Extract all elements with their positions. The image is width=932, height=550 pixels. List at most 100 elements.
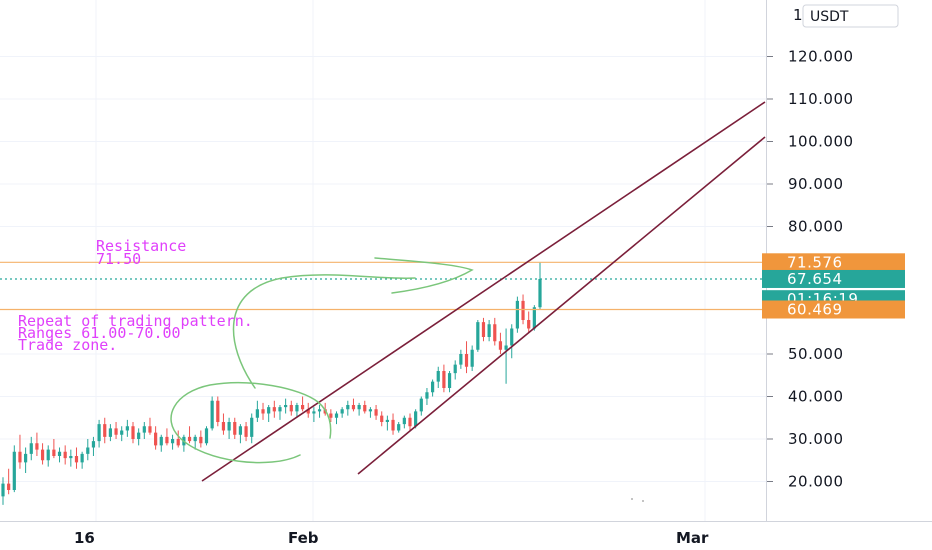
price-axis-ticks: 120.000 110.000 100.000 90.000 80.000 50.000 4… — [767, 48, 853, 491]
candle — [204, 426, 209, 446]
x-tick-16: 16 — [74, 529, 95, 547]
candle — [487, 320, 491, 342]
candle — [515, 296, 519, 333]
candle-body — [46, 449, 50, 461]
candle-body — [7, 483, 11, 490]
candle — [312, 407, 316, 422]
price-tag[interactable]: 67.654 — [762, 269, 905, 288]
candle-body — [165, 436, 169, 444]
candle-body — [323, 409, 327, 414]
y-tick-label: 30.000 — [788, 430, 844, 448]
candle — [170, 434, 175, 450]
drawing-arrow[interactable] — [232, 274, 416, 389]
candle — [210, 396, 214, 431]
candle — [255, 400, 259, 422]
candle-body — [199, 436, 203, 444]
rising-channel[interactable] — [201, 101, 766, 482]
stray-dot — [631, 498, 633, 500]
candle — [329, 409, 333, 422]
candle-body — [419, 398, 423, 412]
candle — [374, 405, 378, 420]
candle — [74, 447, 79, 469]
pattern-note: Repeat of trading pattern. Ranges 61.00-… — [18, 312, 253, 354]
price-tag-bg[interactable] — [762, 300, 905, 319]
candle-body — [114, 428, 118, 435]
candle — [227, 417, 231, 439]
candle — [510, 324, 514, 359]
candle-body — [74, 456, 79, 463]
candle-body — [86, 447, 90, 454]
candle — [476, 320, 480, 352]
x-tick-feb: Feb — [288, 529, 319, 547]
candle — [1, 477, 5, 505]
drawing-arrowhead[interactable] — [374, 257, 474, 294]
candle — [380, 411, 384, 427]
candle-body — [397, 424, 401, 431]
candle-body — [57, 451, 62, 456]
candle — [295, 402, 299, 418]
currency-button[interactable]: USDT — [802, 4, 899, 28]
candle — [368, 407, 373, 418]
candle — [300, 396, 305, 412]
candle-body — [515, 300, 519, 329]
pattern-line-3: Trade zone. — [18, 336, 117, 354]
candle — [154, 426, 158, 450]
candle-body — [137, 432, 141, 439]
candle — [402, 415, 406, 429]
candle — [29, 436, 33, 461]
price-tag-bg[interactable] — [762, 253, 905, 272]
candle — [278, 405, 282, 420]
candle — [385, 415, 389, 431]
resistance-value: 71.50 — [96, 250, 141, 268]
candle — [442, 364, 446, 393]
stray-dot — [642, 500, 644, 502]
resistance-title: Resistance — [96, 237, 186, 255]
candle-body — [532, 307, 536, 329]
candle-body — [289, 405, 293, 412]
price-tag-bg[interactable] — [762, 269, 905, 288]
hand-drawing[interactable] — [170, 257, 474, 464]
candle — [221, 413, 226, 435]
price-tag[interactable]: 60.469 — [762, 300, 905, 319]
pattern-line-2: Ranges 61.00-70.00 — [18, 324, 181, 342]
candle-body — [18, 451, 22, 463]
candle — [52, 439, 56, 459]
candle-body — [340, 409, 344, 414]
candle — [244, 422, 248, 442]
candle-body — [453, 364, 457, 374]
currency-button-frame[interactable] — [802, 4, 899, 28]
candlestick-series — [1, 262, 542, 505]
y-tick-label: 50.000 — [788, 345, 844, 363]
candle — [63, 445, 67, 465]
candle — [159, 434, 163, 452]
candle — [199, 430, 203, 448]
price-tag[interactable]: 71.576 — [762, 253, 905, 272]
candle-body — [385, 419, 389, 422]
y-tick-label: 80.000 — [788, 218, 844, 236]
channel-upper-line[interactable] — [201, 101, 766, 482]
candle — [504, 328, 508, 384]
candle-body — [493, 324, 497, 342]
candle — [351, 398, 356, 412]
candle — [289, 400, 293, 416]
candle — [470, 345, 474, 371]
candle-body — [148, 426, 152, 433]
candle-body — [103, 424, 107, 437]
candle — [340, 407, 344, 418]
candle — [165, 428, 169, 446]
candle — [414, 409, 418, 429]
candle — [436, 366, 440, 388]
candle-body — [380, 415, 384, 422]
channel-lower-line[interactable] — [357, 136, 766, 475]
candle-body — [170, 439, 175, 444]
candle — [86, 439, 90, 461]
candle-body — [476, 322, 480, 350]
candle-body — [329, 413, 333, 418]
candle-body — [504, 345, 508, 350]
candle-body — [306, 409, 310, 414]
candle-body — [374, 409, 378, 416]
candle — [261, 402, 265, 420]
candle-body — [312, 411, 316, 414]
drawing-circle[interactable] — [170, 382, 332, 464]
